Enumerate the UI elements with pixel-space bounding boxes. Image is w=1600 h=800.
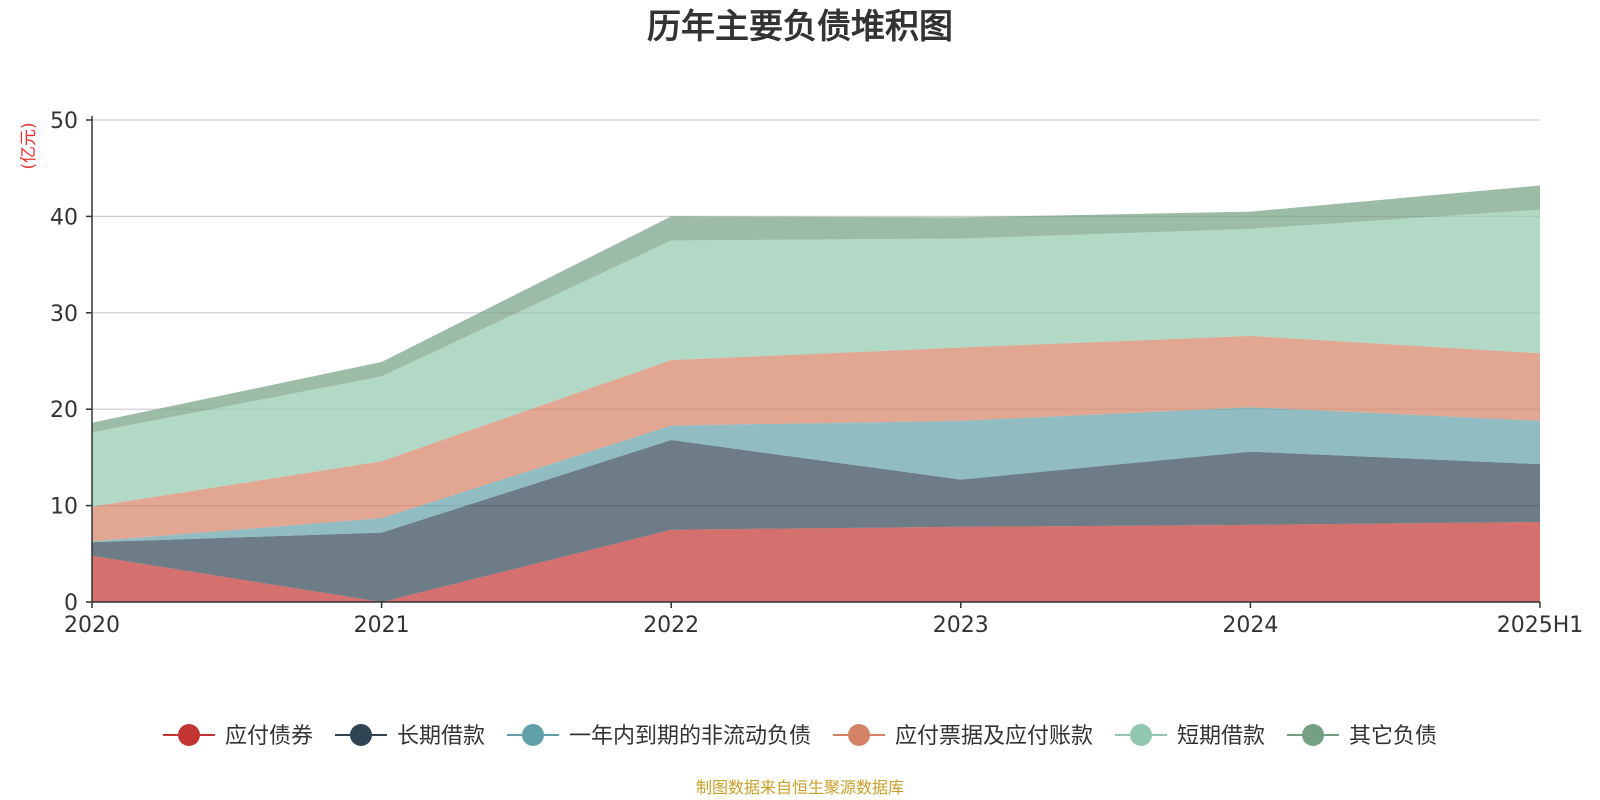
- area-series-2: [92, 407, 1540, 543]
- legend-label: 一年内到期的非流动负债: [569, 724, 811, 749]
- y-axis-unit-label: (亿元): [19, 122, 39, 169]
- legend-label: 短期借款: [1177, 724, 1265, 749]
- legend-circle-marker: [1130, 724, 1153, 746]
- axes: 0 10 20 30 40 50 2020 2021 2022 2023 2024 2025H1: [50, 109, 1583, 638]
- legend-circle-marker: [848, 724, 870, 746]
- legend-label: 长期借款: [397, 724, 485, 749]
- area-series-4: [92, 209, 1540, 507]
- x-tick-label: 2025H1: [1497, 613, 1584, 638]
- area-series-0: [92, 521, 1540, 602]
- legend-item-5[interactable]: 其它负债: [1287, 724, 1437, 749]
- x-tick-label: 2021: [354, 613, 410, 638]
- legend-circle-marker: [177, 724, 200, 746]
- legend-item-2[interactable]: 一年内到期的非流动负债: [506, 724, 811, 749]
- legend-label: 其它负债: [1349, 724, 1437, 749]
- legend-label: 应付票据及应付账款: [895, 724, 1093, 749]
- y-tick-label: 40: [50, 205, 78, 230]
- source-note: 制图数据来自恒生聚源数据库: [696, 778, 904, 797]
- legend-circle-marker: [349, 724, 372, 746]
- x-tick-label: 2024: [1222, 613, 1278, 638]
- x-tick-label: 2020: [64, 613, 120, 638]
- stacked-areas: [92, 185, 1540, 602]
- legend: 应付债券 长期借款 一年内到期的非流动负债 应付票据及应付账款 短期借款 其它负债: [162, 724, 1437, 749]
- area-series-1: [92, 440, 1540, 602]
- chart-title: 历年主要负债堆积图: [647, 7, 953, 47]
- y-tick-label: 0: [64, 591, 78, 616]
- legend-circle-marker: [521, 724, 544, 746]
- y-tick-label: 30: [50, 302, 78, 327]
- legend-item-3[interactable]: 应付票据及应付账款: [833, 724, 1093, 749]
- x-tick-label: 2022: [643, 613, 699, 638]
- legend-label: 应付债券: [225, 724, 313, 749]
- legend-item-4[interactable]: 短期借款: [1115, 724, 1265, 749]
- y-tick-label: 50: [50, 109, 78, 134]
- area-series-5: [92, 185, 1540, 433]
- area-series-3: [92, 335, 1540, 542]
- y-tick-label: 10: [50, 495, 78, 520]
- legend-item-1[interactable]: 长期借款: [334, 724, 485, 749]
- x-tick-label: 2023: [933, 613, 989, 638]
- y-tick-label: 20: [50, 398, 78, 423]
- legend-item-0[interactable]: 应付债券: [162, 724, 313, 749]
- legend-circle-marker: [1302, 724, 1325, 746]
